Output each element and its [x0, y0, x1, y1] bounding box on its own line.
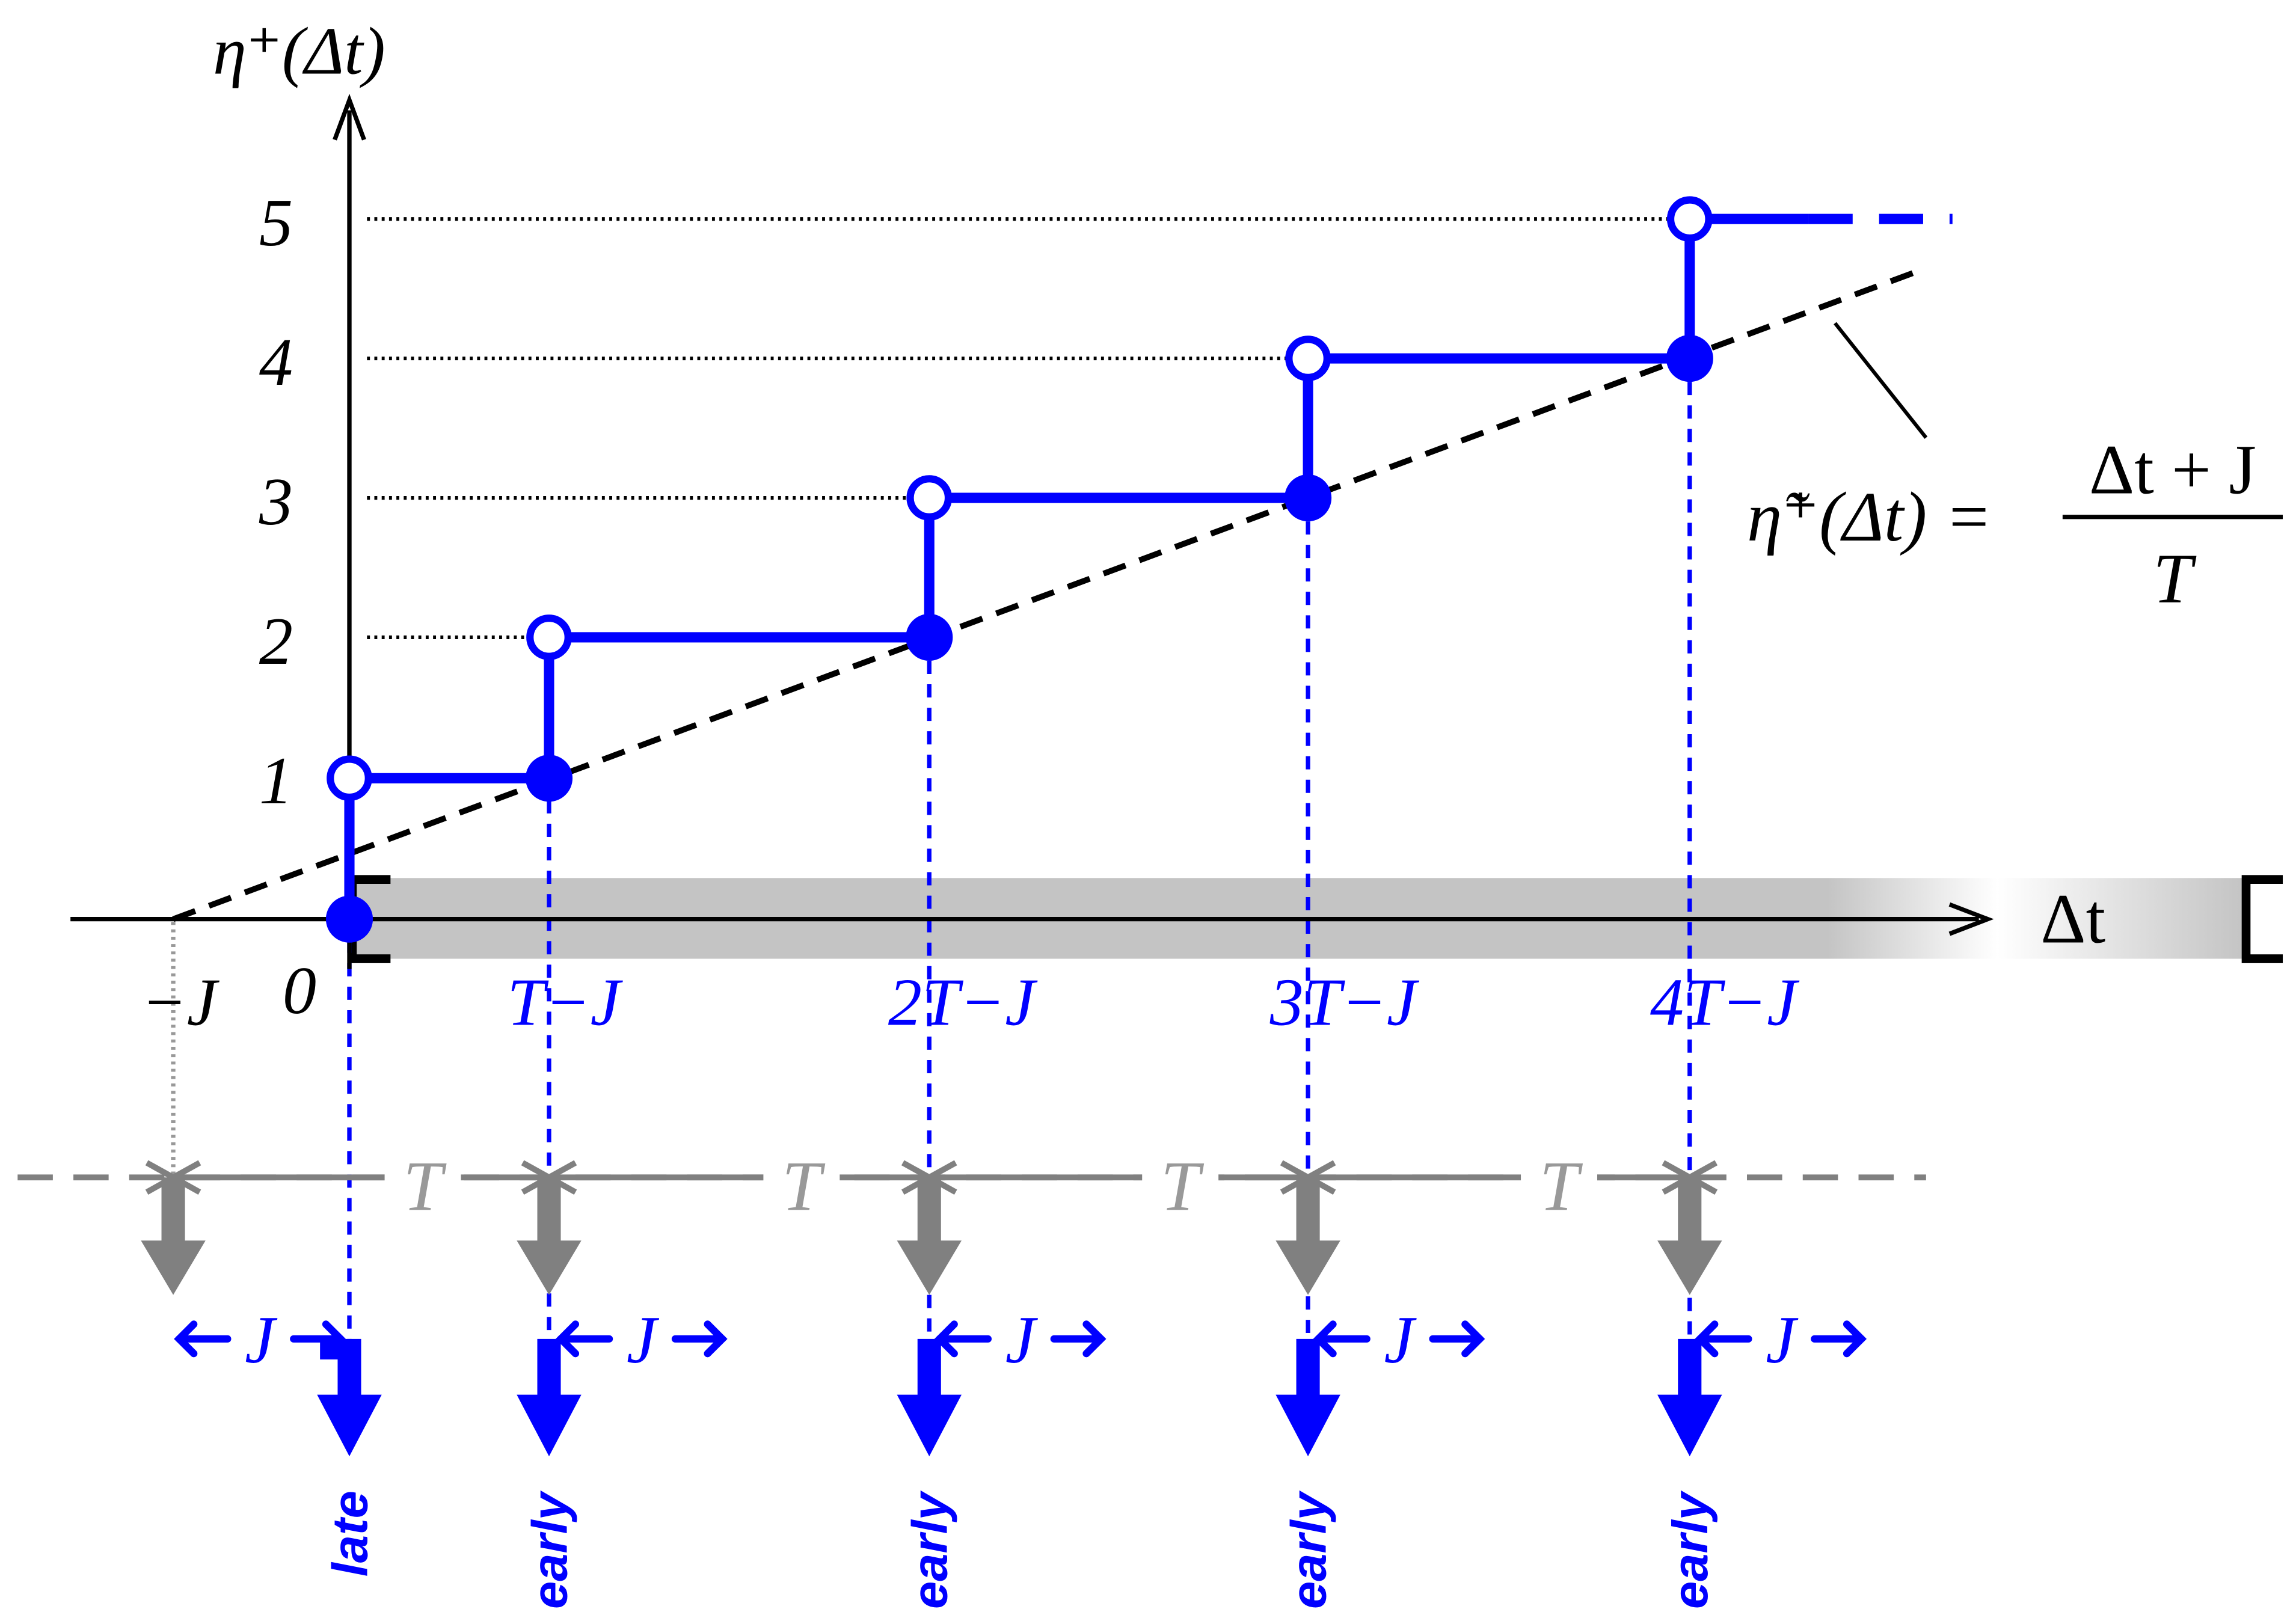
- event-label-4: early: [1280, 1490, 1336, 1609]
- x-tick-t-j: T−J: [507, 965, 623, 1040]
- x-tick-minus-j: −J: [141, 965, 220, 1040]
- period-label-3: T: [1161, 1148, 1205, 1225]
- approximation-line: [172, 268, 1921, 922]
- guide-lines: [367, 217, 1674, 639]
- x-tick-3t-j: 3T−J: [1269, 965, 1420, 1040]
- period-timeline: [17, 1160, 1926, 1195]
- jitter-label-3: J: [1005, 1303, 1039, 1377]
- event-label-1: late: [322, 1491, 378, 1577]
- y-tick-2: 2: [259, 604, 293, 679]
- jitter-label-4: J: [1384, 1303, 1417, 1377]
- nominal-arrows: [141, 1177, 1722, 1295]
- period-label-4: T: [1539, 1148, 1583, 1225]
- open-points: [327, 196, 1713, 801]
- jitter-label-5: J: [1766, 1303, 1799, 1377]
- x-axis-arrow-icon: [1948, 902, 1994, 936]
- event-label-3: early: [902, 1490, 958, 1609]
- formula-numerator: Δt + J: [2089, 432, 2256, 509]
- x-tick-2t-j: 2T−J: [888, 965, 1038, 1040]
- approximation-formula: η̃⁺(Δt) = Δt + J T: [1747, 432, 2283, 617]
- y-tick-3: 3: [259, 465, 293, 539]
- formula-pointer: [1834, 322, 1928, 439]
- period-label-1: T: [403, 1148, 447, 1225]
- formula-denominator: T: [2153, 540, 2197, 617]
- x-tick-4t-j: 4T−J: [1650, 965, 1800, 1040]
- period-label-2: T: [782, 1148, 826, 1225]
- y-tick-1: 1: [259, 744, 293, 818]
- y-axis-label: η⁺(Δt): [213, 14, 385, 89]
- y-tick-5: 5: [259, 186, 293, 260]
- jitter-label-1: J: [245, 1303, 278, 1377]
- staircase-curve: [344, 213, 1809, 919]
- actual-arrows: [317, 1338, 1722, 1457]
- right-bracket: [2241, 875, 2283, 963]
- filled-points: [325, 335, 1713, 943]
- y-tick-4: 4: [259, 325, 293, 400]
- x-tick-zero: 0: [283, 954, 316, 1028]
- x-axis-label: Δt: [2040, 881, 2105, 958]
- jitter-label-2: J: [627, 1303, 660, 1377]
- event-label-2: early: [521, 1490, 577, 1609]
- event-label-5: early: [1662, 1490, 1718, 1609]
- y-axis-arrow-icon: [333, 93, 366, 141]
- formula-lhs: η̃⁺(Δt) =: [1747, 479, 1992, 556]
